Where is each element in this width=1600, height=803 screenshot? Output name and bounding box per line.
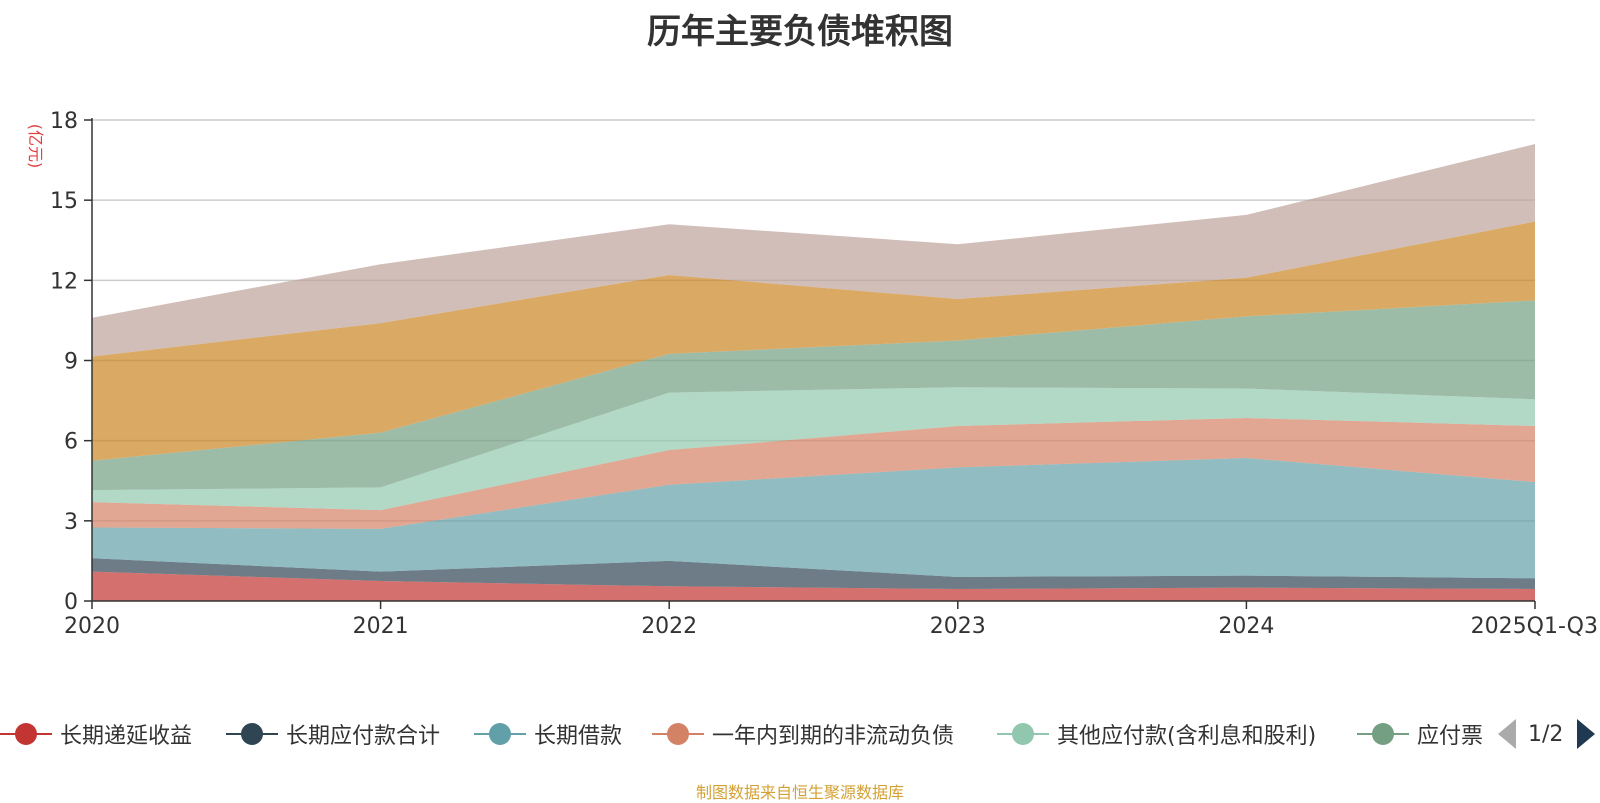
x-tick-label: 2024 <box>1218 614 1274 639</box>
legend-marker-icon <box>226 719 278 749</box>
legend-marker-icon <box>652 719 704 749</box>
axes: 0 3 6 9 12 15 18 2020 2021 2022 2023 2024 2025Q1-Q3 <box>50 109 1598 639</box>
chart-title: 历年主要负债堆积图 <box>647 12 953 52</box>
legend-label: 长期借款 <box>534 724 623 749</box>
legend-marker-icon <box>0 719 52 749</box>
x-tick-label: 2020 <box>64 614 120 639</box>
y-tick-label: 18 <box>50 109 78 134</box>
area-其他 <box>92 144 1535 357</box>
x-tick-label: 2021 <box>353 614 409 639</box>
legend-marker-icon <box>474 719 526 749</box>
area-应付票据 <box>92 300 1535 491</box>
legend-marker-icon <box>997 719 1049 749</box>
legend-label: 应付票 <box>1417 724 1482 749</box>
legend-page-indicator: 1/2 <box>1528 721 1564 747</box>
legend-item[interactable]: 长期递延收益 <box>0 716 192 752</box>
x-tick-label: 2023 <box>930 614 986 639</box>
source-note: 制图数据来自恒生聚源数据库 <box>695 783 904 802</box>
legend-label: 长期应付款合计 <box>286 724 441 749</box>
next-page-icon[interactable] <box>1577 719 1596 749</box>
legend-label: 一年内到期的非流动负债 <box>712 724 955 749</box>
area-series-layer <box>92 144 1535 601</box>
area-应付账款 <box>92 221 1535 461</box>
area-长期递延收益 <box>92 571 1535 601</box>
area-一年内到期的非流动负债 <box>92 417 1535 529</box>
legend-item[interactable]: 长期借款 <box>474 716 622 752</box>
y-tick-label: 0 <box>64 590 78 615</box>
x-tick-label: 2022 <box>641 614 697 639</box>
legend-item[interactable]: 长期应付款合计 <box>226 716 440 752</box>
y-tick-label: 15 <box>50 189 78 214</box>
y-tick-label: 3 <box>64 510 78 535</box>
legend-marker-icon <box>1357 719 1409 749</box>
legend-pager: 1/2 <box>1498 716 1596 752</box>
y-tick-label: 9 <box>64 350 78 375</box>
prev-page-icon[interactable] <box>1498 719 1516 749</box>
area-长期应付款合计 <box>92 558 1535 589</box>
area-其他应付款(含利息和股利) <box>92 387 1535 511</box>
legend-item[interactable]: 一年内到期的非流动负债 <box>652 716 954 752</box>
y-axis-unit-label: (亿元) <box>26 124 45 169</box>
legend-item[interactable]: 其他应付款(含利息和股利) <box>997 716 1316 752</box>
area-长期借款 <box>92 458 1535 579</box>
legend-label: 长期递延收益 <box>60 724 193 749</box>
legend-items: 长期递延收益 长期应付款合计 长期借款 一年内到期的非流动负债 其他应付款(含利息和股利… <box>0 716 1482 752</box>
y-tick-label: 6 <box>64 430 78 455</box>
y-tick-label: 12 <box>50 269 78 294</box>
legend-item[interactable]: 应付票 <box>1357 716 1482 752</box>
x-tick-label: 2025Q1-Q3 <box>1471 614 1598 639</box>
legend-label: 其他应付款(含利息和股利) <box>1057 724 1317 749</box>
legend: 长期递延收益 长期应付款合计 长期借款 一年内到期的非流动负债 其他应付款(含利息和股利… <box>0 716 1600 752</box>
